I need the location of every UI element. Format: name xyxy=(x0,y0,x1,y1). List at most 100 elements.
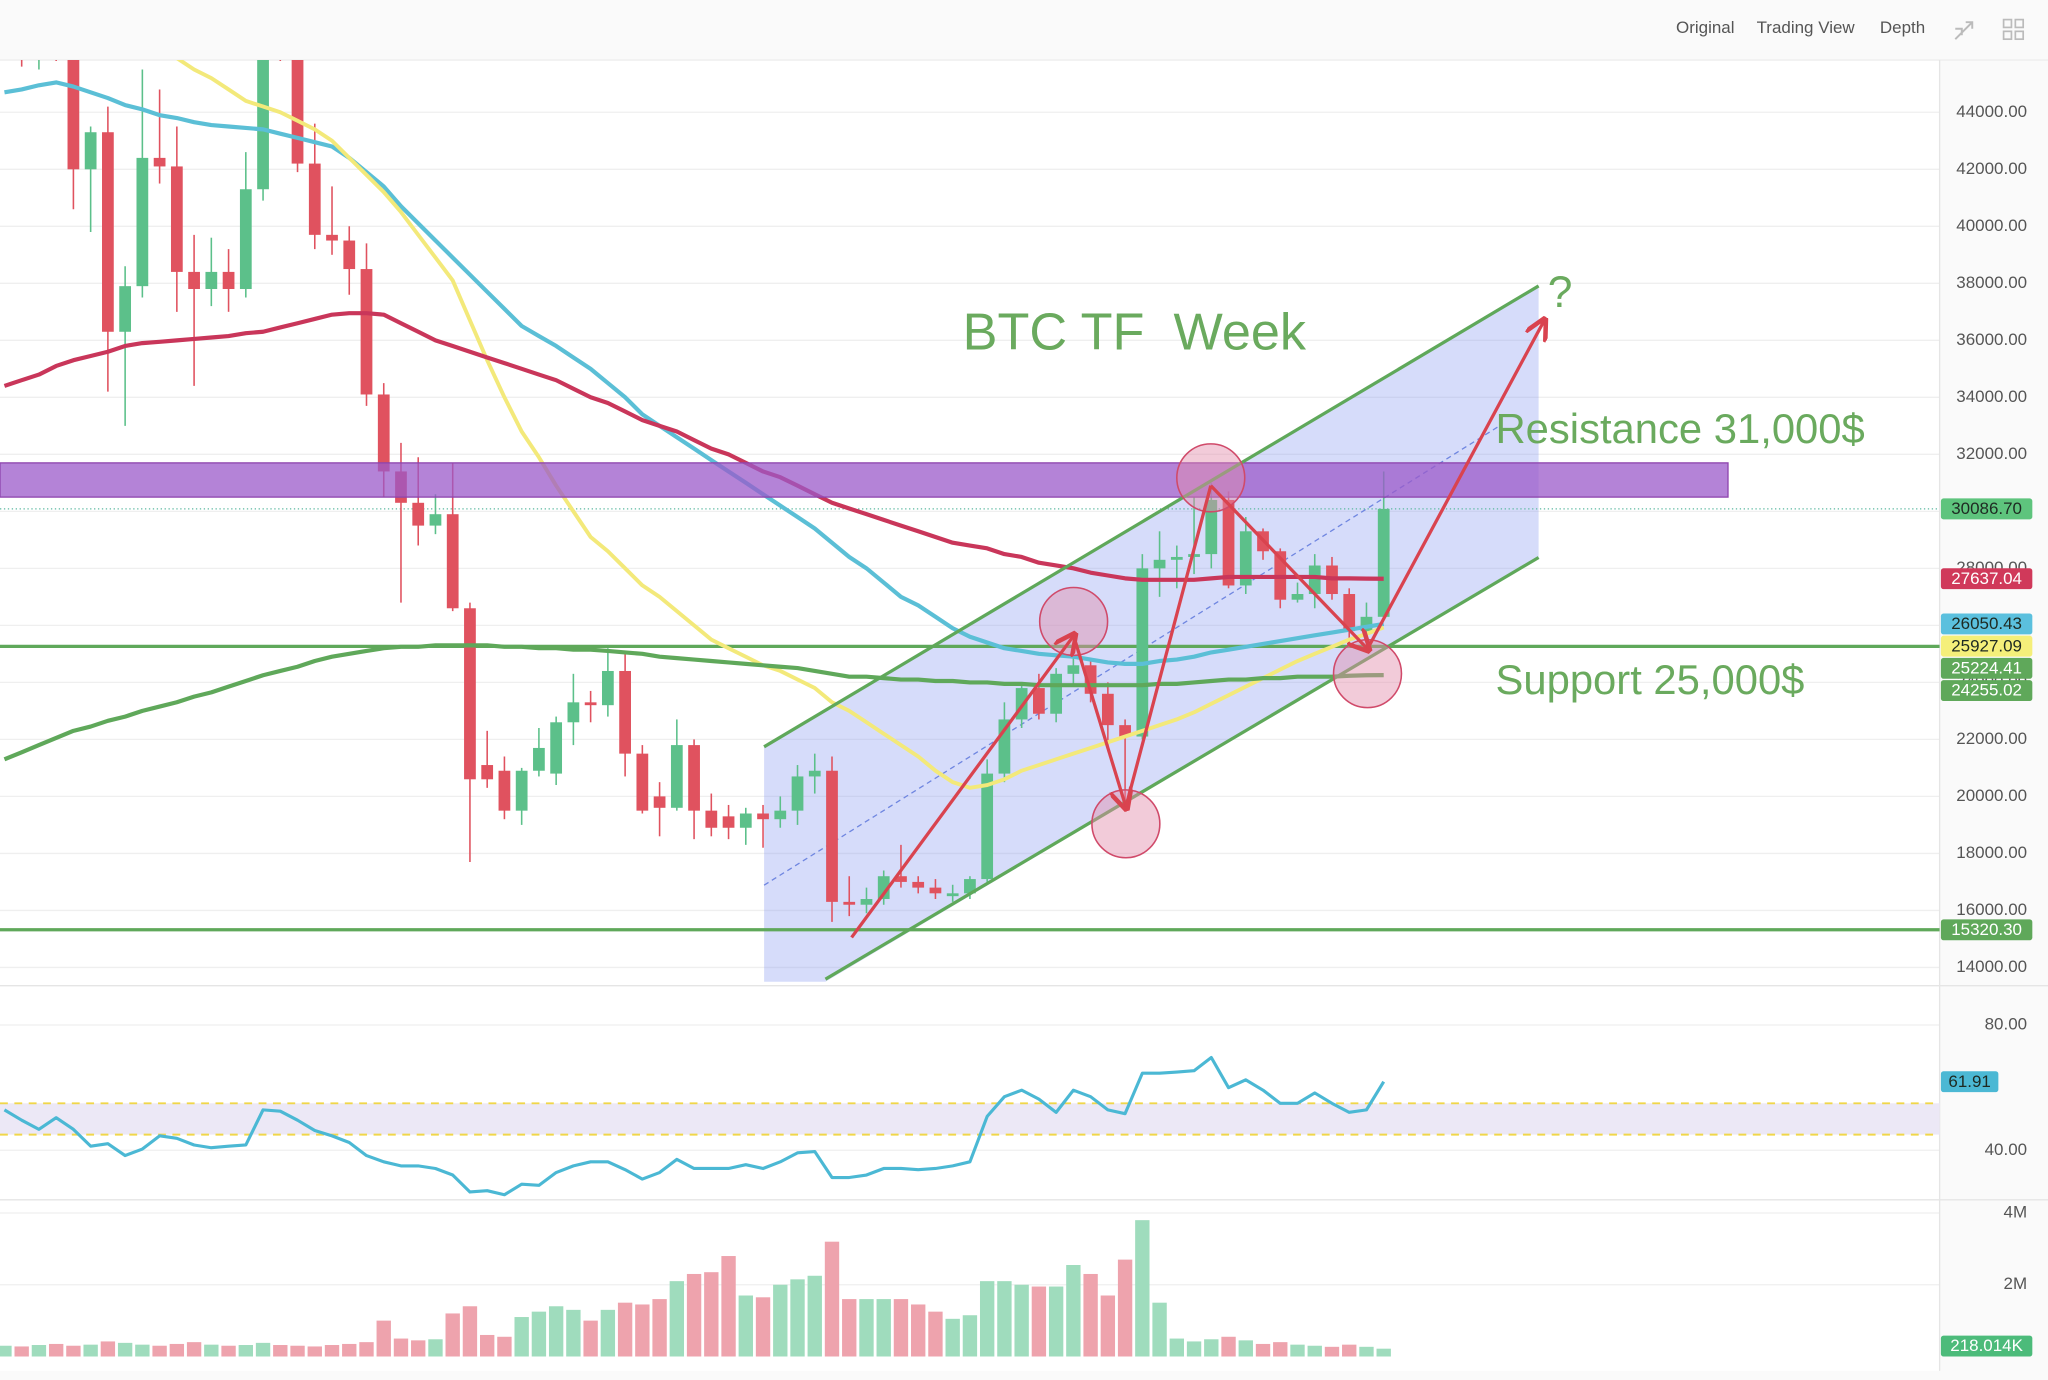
volume-bar xyxy=(859,1299,874,1357)
volume-bar xyxy=(290,1345,305,1357)
candle-body xyxy=(1101,693,1114,726)
swing-markers xyxy=(850,321,1544,939)
volume-bar xyxy=(686,1273,702,1357)
candle-body xyxy=(429,514,442,526)
volume-bar xyxy=(979,1281,995,1357)
volume-bar xyxy=(497,1336,512,1357)
annotation: ? xyxy=(1548,268,1573,317)
y-tick-label: 42000.00 xyxy=(1956,159,2027,178)
candle-body xyxy=(360,269,373,395)
price-tag xyxy=(1940,680,2033,701)
volume-bar xyxy=(1169,1338,1184,1357)
candle-body xyxy=(688,745,700,811)
volume-bar xyxy=(376,1320,391,1357)
candle-body xyxy=(895,876,907,882)
annotation: Resistance 31,000$ xyxy=(1496,405,1865,452)
volume-bar xyxy=(514,1317,529,1357)
arrow xyxy=(1366,321,1544,650)
y-tick-label: 34000.00 xyxy=(1956,387,2027,406)
candle-body xyxy=(877,876,890,900)
candle-body xyxy=(326,234,338,241)
price-tag xyxy=(1940,568,2033,590)
volume-bar xyxy=(738,1295,753,1357)
y-tick-label: 38000.00 xyxy=(1956,273,2027,292)
volume-bar xyxy=(1048,1286,1064,1357)
candle-body xyxy=(1153,559,1166,569)
tab[interactable]: Trading View xyxy=(1757,18,1856,37)
swing-circle xyxy=(1176,443,1246,513)
volume-bar xyxy=(1100,1295,1116,1357)
tab[interactable]: Original xyxy=(1676,18,1734,37)
candle-body xyxy=(119,286,132,332)
volume-bar xyxy=(204,1344,219,1357)
price-tag-label: 27637.04 xyxy=(1951,569,2022,588)
resistance-zone xyxy=(0,462,1729,498)
swing-circle xyxy=(1332,638,1403,709)
candle-body xyxy=(343,240,356,270)
icon-cell xyxy=(2014,30,2025,41)
candle-body xyxy=(481,765,494,780)
candle-body xyxy=(1084,665,1097,694)
candle-body xyxy=(1188,554,1200,557)
candle-body xyxy=(153,157,166,167)
price-tag-label: 30086.70 xyxy=(1951,499,2022,518)
volume-bar xyxy=(48,1343,64,1357)
candle-body xyxy=(705,810,718,828)
volume-bar xyxy=(1031,1286,1047,1357)
volume-bar xyxy=(1152,1302,1167,1357)
candle-body xyxy=(550,722,563,774)
candle-body xyxy=(1050,673,1063,714)
layout-icon[interactable] xyxy=(2002,18,2025,41)
arrow xyxy=(1209,484,1368,649)
price-tag xyxy=(1940,1071,1999,1093)
volume-bar xyxy=(911,1304,926,1357)
volume-bar xyxy=(238,1345,253,1357)
moving-average xyxy=(3,643,1384,762)
candle-body xyxy=(739,813,752,828)
volume-bar xyxy=(1307,1345,1322,1357)
volume-bar xyxy=(273,1345,288,1357)
swing-circle xyxy=(1091,789,1161,859)
volume-bar xyxy=(842,1299,857,1357)
volume-bar xyxy=(893,1299,909,1357)
volume-bar xyxy=(342,1343,357,1357)
y-tick-label: 14000.00 xyxy=(1956,957,2027,976)
volume-bar xyxy=(721,1256,736,1357)
volume-bar xyxy=(100,1341,116,1357)
candle-body xyxy=(1170,556,1183,560)
price-tag xyxy=(1940,919,2033,941)
volume-bar xyxy=(117,1342,133,1357)
volume-bar xyxy=(1290,1344,1305,1357)
y-tick-label: 20000.00 xyxy=(1956,786,2027,805)
arrow xyxy=(850,636,1074,939)
volume-bar xyxy=(186,1342,202,1357)
volume-bar xyxy=(1376,1348,1391,1357)
volume-bar xyxy=(548,1306,564,1357)
volume-bar xyxy=(1186,1341,1202,1357)
volume-bar xyxy=(876,1299,891,1357)
y-tick-label: 80.00 xyxy=(1985,1014,2027,1033)
volume-bar xyxy=(462,1306,478,1357)
candle-body xyxy=(205,271,218,290)
candle-body xyxy=(239,189,252,290)
volume-bar xyxy=(669,1281,685,1357)
volume-bar xyxy=(1135,1220,1150,1357)
volume-bar xyxy=(324,1345,340,1357)
volume-bar xyxy=(773,1284,788,1357)
candle-body xyxy=(446,514,459,609)
price-tag-label: 26050.43 xyxy=(1951,614,2022,633)
candle-body xyxy=(412,502,425,526)
icon-cell xyxy=(2002,18,2013,29)
tab[interactable]: Depth xyxy=(1880,18,1925,37)
y-tick-label: 40000.00 xyxy=(1956,216,2027,235)
collapse-icon[interactable] xyxy=(1954,21,1974,40)
candle-body xyxy=(291,60,304,164)
price-tag-label: 25224.41 xyxy=(1951,658,2022,677)
candle-body xyxy=(998,719,1011,774)
candle-body xyxy=(308,163,321,235)
price-tag-label: 61.91 xyxy=(1948,1072,1990,1091)
candle-body xyxy=(843,901,856,905)
price-tag xyxy=(1940,613,2033,635)
moving-average xyxy=(3,311,1384,582)
volume-bar xyxy=(1273,1342,1288,1357)
